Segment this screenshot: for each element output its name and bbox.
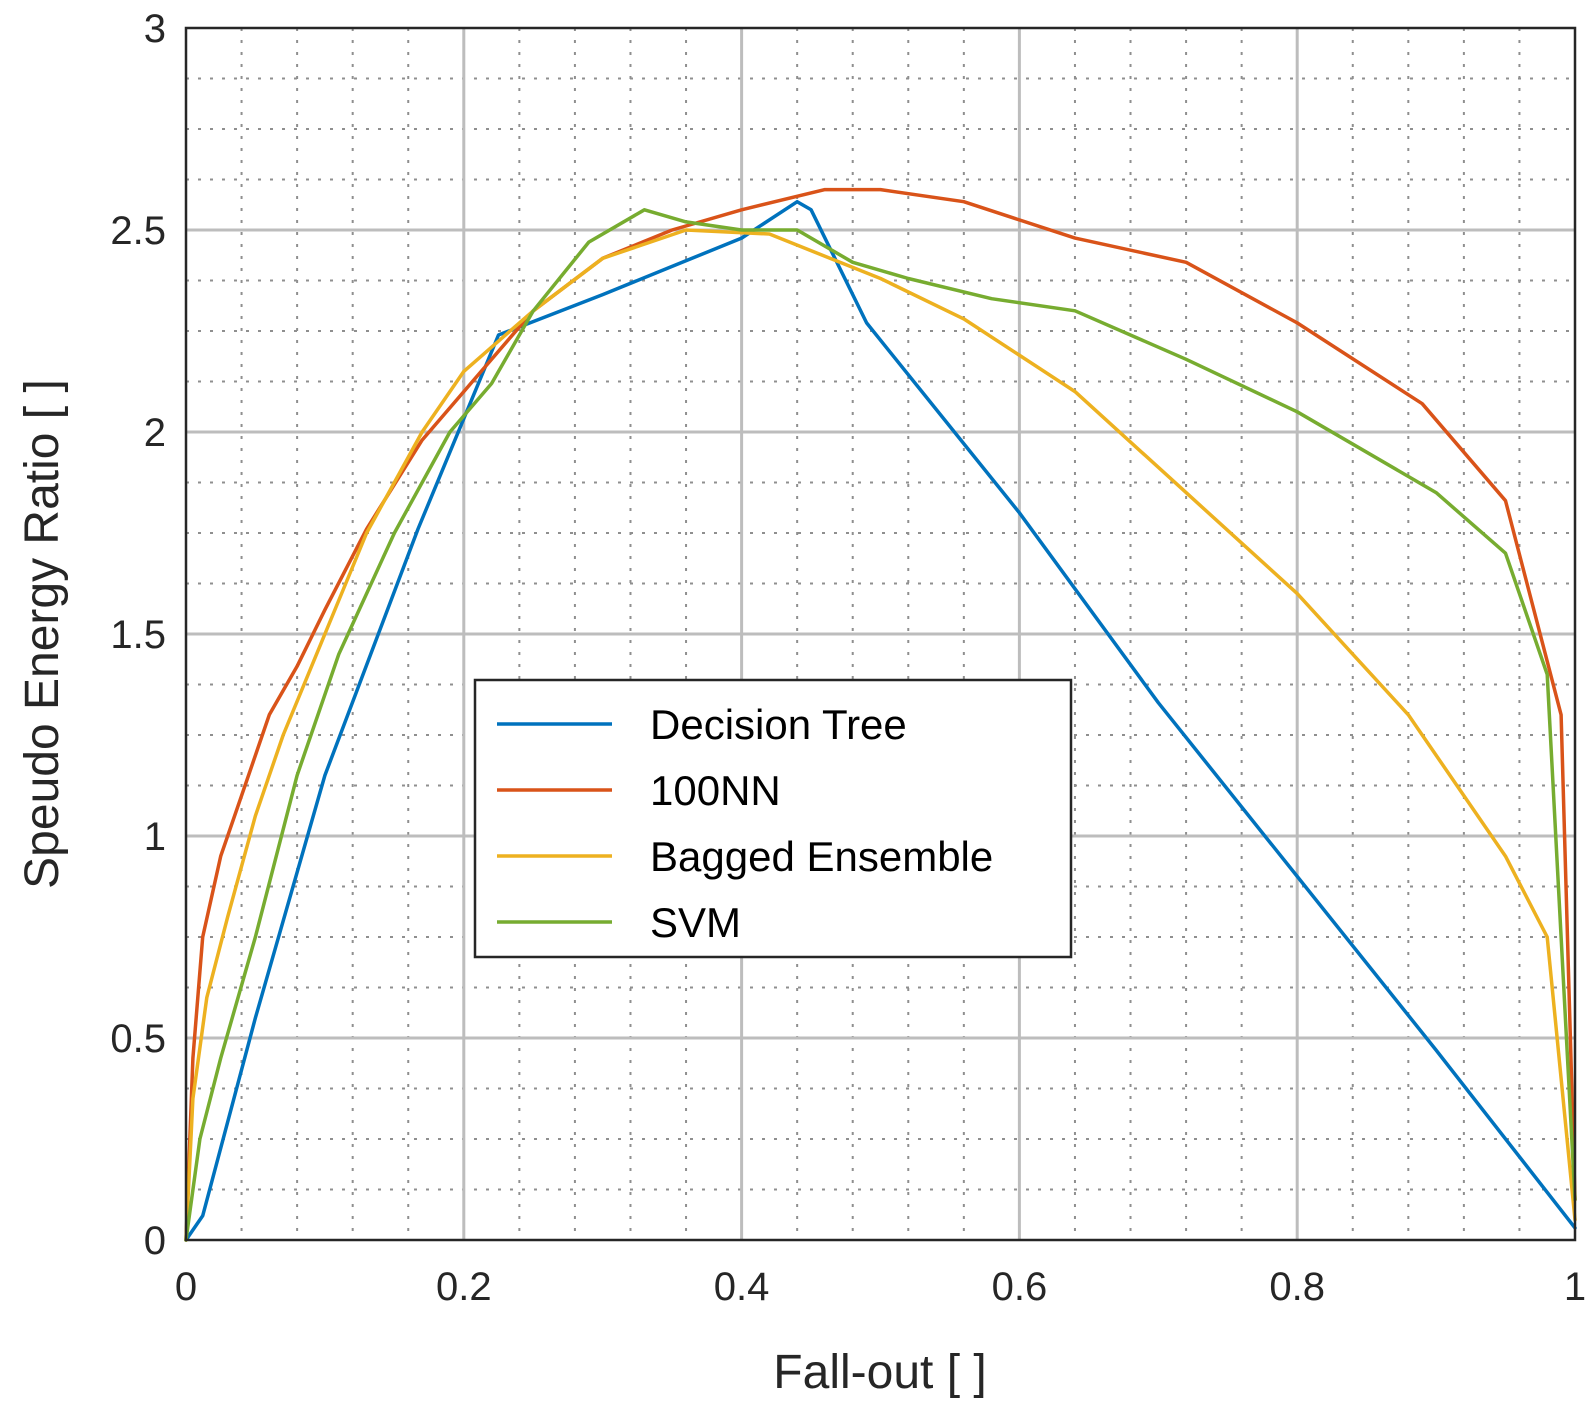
x-tick-label: 0.4 xyxy=(714,1265,770,1309)
y-tick-label: 0.5 xyxy=(110,1017,166,1061)
x-tick-label: 0.8 xyxy=(1269,1265,1325,1309)
y-tick-label: 1.5 xyxy=(110,613,166,657)
legend-label-svm: SVM xyxy=(650,899,741,946)
legend: Decision Tree 100NN Bagged Ensemble SVM xyxy=(473,678,1073,959)
series-lines xyxy=(184,187,1577,1242)
legend-label-100nn: 100NN xyxy=(650,767,781,814)
legend-box xyxy=(473,678,1073,959)
y-tick-label: 3 xyxy=(144,7,166,51)
plot-frame xyxy=(184,26,1577,1242)
x-axis-label: Fall-out [ ] xyxy=(773,1346,986,1399)
y-tick-labels: 0 0.5 1 1.5 2 2.5 3 xyxy=(110,7,166,1263)
series-line-decision-tree xyxy=(184,199,1577,1242)
major-grid xyxy=(186,28,1575,1240)
series-line-svm xyxy=(184,208,1577,1242)
y-tick-label: 1 xyxy=(144,815,166,859)
x-tick-label: 0.2 xyxy=(436,1265,492,1309)
y-tick-label: 2.5 xyxy=(110,209,166,253)
x-tick-labels: 0 0.2 0.4 0.6 0.8 1 xyxy=(175,1265,1586,1309)
y-axis-label: Speudo Energy Ratio [ ] xyxy=(16,379,69,889)
series-line-bagged-ensemble xyxy=(184,228,1577,1242)
x-tick-label: 0 xyxy=(175,1265,197,1309)
y-tick-label: 0 xyxy=(144,1219,166,1263)
legend-label-bagged-ensemble: Bagged Ensemble xyxy=(650,833,993,880)
legend-label-decision-tree: Decision Tree xyxy=(650,701,907,748)
x-tick-label: 0.6 xyxy=(992,1265,1048,1309)
x-tick-label: 1 xyxy=(1564,1265,1586,1309)
y-tick-label: 2 xyxy=(144,411,166,455)
